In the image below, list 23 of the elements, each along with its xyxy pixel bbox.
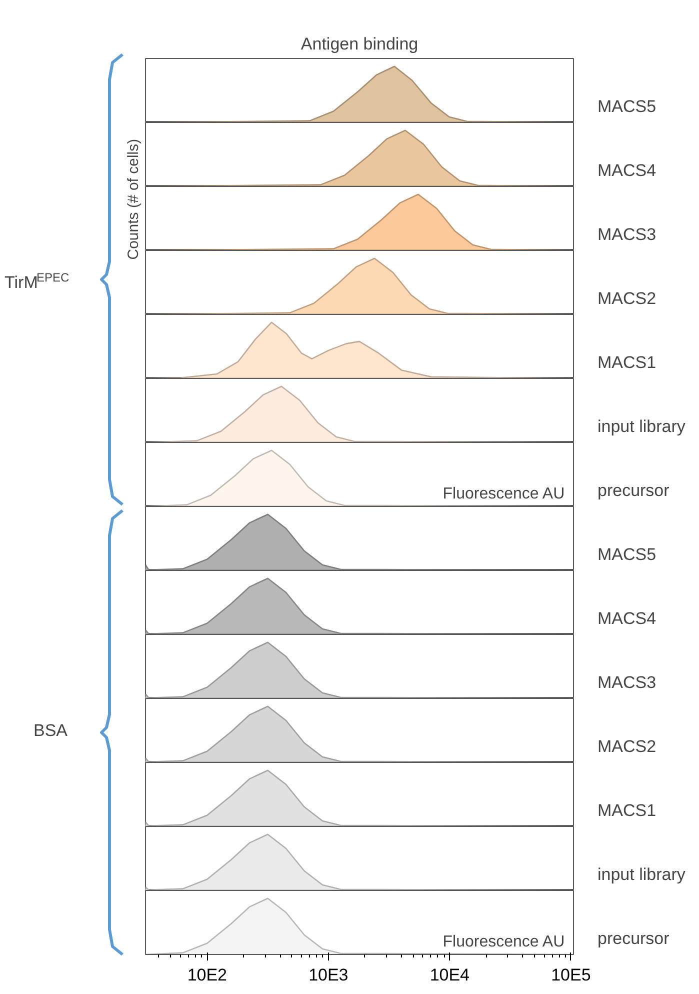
text: BSA	[33, 721, 68, 740]
text: Counts (# of cells)	[125, 138, 142, 260]
y-axis-title: MACS2	[598, 737, 656, 756]
y-axis-title: precursor	[598, 929, 670, 948]
y-axis-title: MACS2	[598, 289, 656, 308]
y-axis-title: MACS3	[598, 225, 656, 244]
x-tick-label: 10E5	[551, 966, 591, 984]
y-axis-title: MACS3	[598, 673, 656, 692]
y-axis-title: MACS4	[598, 609, 656, 628]
y-axis-title: input library	[598, 417, 686, 436]
y-axis-title: MACS5	[598, 545, 656, 564]
x-tick-label: 10E2	[187, 966, 228, 984]
x-tick-label: 10E4	[430, 966, 470, 984]
y-axis-title: precursor	[598, 481, 670, 500]
y-axis-title: input library	[598, 865, 686, 884]
annotation: Fluorescence AU	[442, 934, 565, 950]
x-tick-label: 10E3	[308, 966, 348, 984]
y-axis-title: MACS4	[598, 161, 656, 180]
y-axis-title: MACS1	[598, 353, 656, 372]
annotation: Fluorescence AU	[442, 486, 565, 502]
y-axis-title: MACS5	[598, 97, 656, 116]
y-axis-title: MACS1	[598, 801, 656, 820]
chart-title: Antigen binding	[300, 34, 418, 54]
